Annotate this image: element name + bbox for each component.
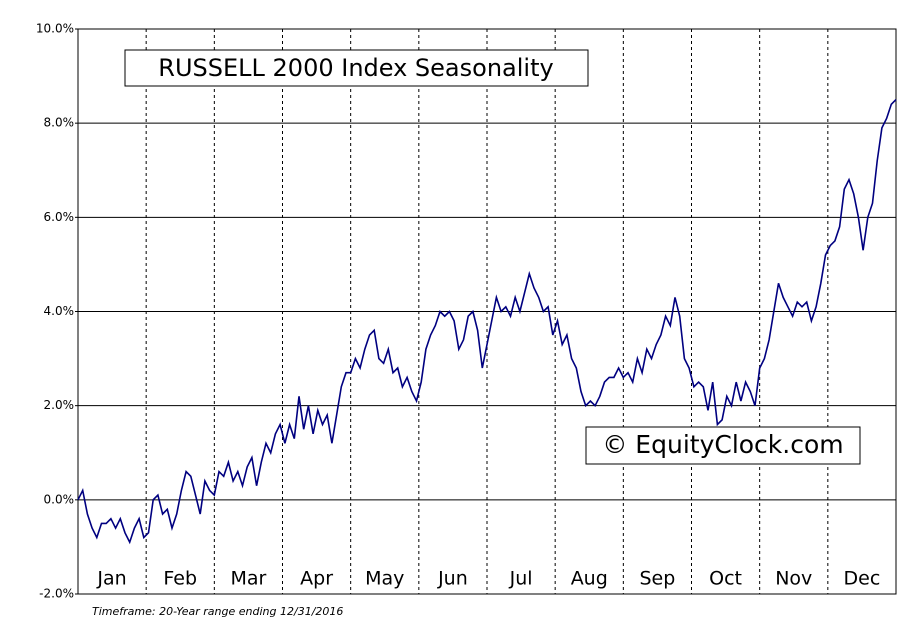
y-tick-label: -2.0% [39, 587, 74, 601]
x-tick-label: Aug [571, 568, 608, 590]
line [77, 99, 897, 545]
watermark: © EquityClock.com [602, 430, 843, 459]
y-tick-label: 4.0% [44, 304, 75, 318]
y-tick-label: 0.0% [44, 492, 75, 506]
x-tick-label: Dec [844, 568, 881, 590]
x-tick-label: Feb [163, 568, 197, 590]
title-box [124, 49, 589, 87]
grid [75, 28, 896, 595]
y-tick-label: 6.0% [44, 210, 75, 224]
x-tick-label: Apr [300, 568, 333, 590]
x-tick-label: Jan [96, 568, 126, 590]
x-tick-label: May [365, 568, 404, 590]
watermark-box [585, 426, 861, 465]
x-tick-label: Sep [640, 568, 676, 590]
y-tick-label: 10.0% [36, 22, 74, 36]
footnote: Timeframe: 20-Year range ending 12/31/20… [92, 605, 343, 618]
x-tick-label: Jul [509, 568, 533, 590]
y-tick-label: 8.0% [44, 116, 75, 130]
x-tick-label: Jun [437, 568, 468, 590]
x-tick-label: Oct [709, 568, 742, 590]
x-tick-label: Mar [230, 568, 266, 590]
x-tick-label: Nov [775, 568, 812, 590]
marks [77, 99, 897, 545]
y-tick-label: 2.0% [44, 398, 75, 412]
chart-title: RUSSELL 2000 Index Seasonality [158, 54, 553, 82]
